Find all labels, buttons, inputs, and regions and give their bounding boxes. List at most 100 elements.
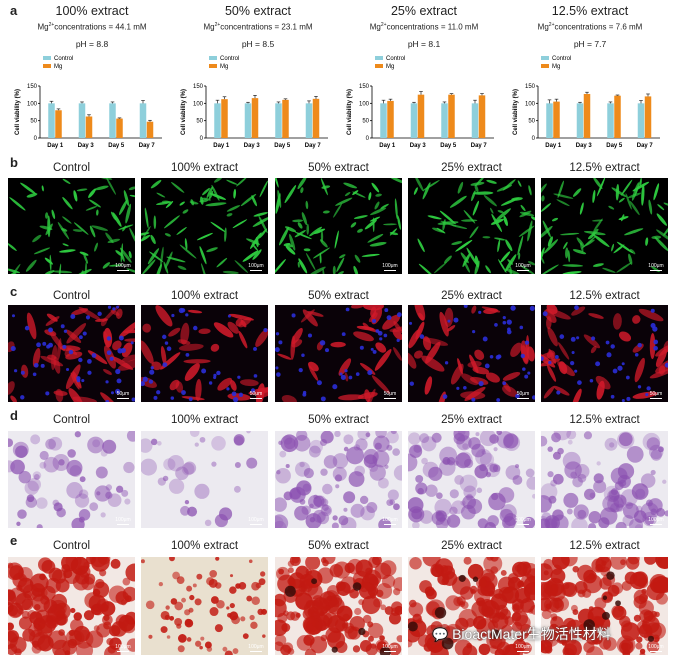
nucleus [375,329,380,333]
stain-patch [36,524,43,528]
cell [277,189,282,208]
stain-patch [572,476,583,488]
mineral-nodule [388,612,402,625]
cell [337,271,344,274]
stain-patch [187,506,198,517]
mineral-nodule [188,607,194,613]
stain-patch [462,443,469,450]
mineral-nodule [362,614,372,624]
stain-patch [313,495,327,508]
actin [184,363,200,382]
mineral-nodule [83,610,95,621]
mineral-nodule [635,642,643,650]
nucleus [542,311,548,317]
mineral-nodule [323,612,339,628]
stain-patch [58,459,65,466]
scale-bar-label: 50μm [649,390,663,397]
legend-label-control: Control [552,56,571,62]
actin [277,353,292,360]
micrograph-tile: 50μm [275,305,402,402]
stain-patch [449,506,458,515]
cell [91,225,108,231]
cell [388,178,402,185]
actin [548,348,556,364]
cell [580,242,584,252]
nucleus [570,360,575,366]
cell [201,263,208,274]
chart-header: 12.5% extract Mg2+concentrations = 7.6 mM… [510,4,670,49]
nucleus [85,315,91,320]
micrograph-tile: 100μm [8,178,135,274]
mineral-nodule [368,557,381,568]
mineral-nodule [165,605,170,610]
stain-patch [454,475,465,485]
cell [334,230,339,249]
stain-patch [386,499,394,506]
y-tick-label: 50 [362,119,369,125]
dark-nodule [472,576,479,582]
mineral-nodule [563,643,577,655]
nucleus [621,399,625,402]
nucleus [383,333,388,338]
stain-patch [662,479,667,484]
cell [96,209,99,216]
cell [106,178,116,195]
nucleus [574,305,579,311]
cell [565,247,569,259]
stain-patch [48,436,63,451]
scale-bar-line [517,269,529,271]
stain-patch [163,458,176,471]
dark-nodule [284,585,296,597]
legend-swatch-control [541,56,549,60]
actin [469,354,479,374]
scale-bar-label: 100μm [648,262,664,269]
scale-bar-label: 100μm [248,262,264,269]
mineral-nodule [541,609,552,620]
cell [576,237,585,248]
x-tick-label: Day 1 [47,143,64,149]
crystal-micrograph [541,431,668,528]
mineral-nodule [632,571,648,587]
mineral-nodule [392,577,402,592]
nucleus [171,313,175,318]
actin [371,375,391,394]
mineral-nodule [65,629,82,646]
chart-title: 100% extract [55,4,129,18]
mineral-nodule [601,560,607,566]
cell [344,191,351,197]
image-label: 100% extract [170,414,239,426]
scale-bar-line [650,523,662,525]
mineral-nodule [621,642,632,653]
actin [393,320,402,334]
nucleus [237,375,241,379]
cell [541,247,545,265]
cell [352,190,359,196]
actin [230,379,237,391]
scale-bar-label: 100μm [248,643,264,650]
mineral-nodule [122,577,131,586]
cell [321,185,331,189]
stain-patch [531,493,535,499]
stain-patch [302,483,311,492]
cell [418,263,435,274]
mineral-nodule [145,600,155,610]
cell [234,260,249,273]
mineral-nodule [210,596,219,604]
stain-patch [294,505,309,521]
nucleus [384,308,389,313]
actin [102,331,110,347]
mineral-nodule [108,585,127,603]
mineral-nodule [354,607,362,616]
cell [527,220,533,242]
nucleus [188,397,193,402]
image-label: 50% extract [308,540,369,552]
actin [363,305,384,311]
stain-patch [309,503,314,509]
nucleus [626,396,631,401]
mineral-nodule [478,579,487,588]
cell [627,192,642,199]
x-tick-label: Day 5 [108,143,125,149]
cell [297,178,307,190]
bar-control [380,103,387,138]
actin [612,313,622,330]
